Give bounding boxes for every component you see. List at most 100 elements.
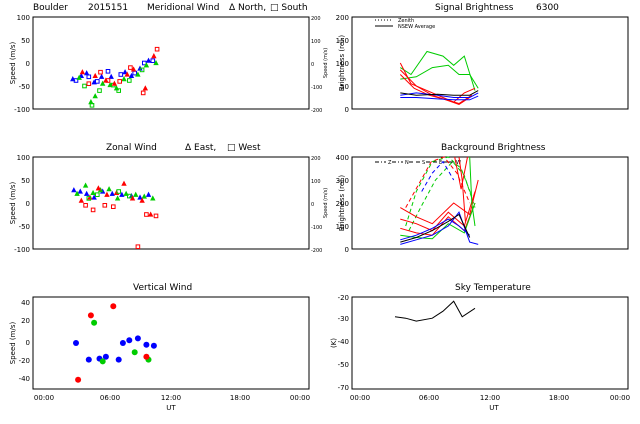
meridional-wind-point	[86, 74, 92, 80]
y-tick: 100	[17, 14, 30, 22]
zonal-wind-point	[109, 190, 115, 196]
meridional-wind-point	[108, 73, 114, 79]
y-tick: -50	[19, 223, 30, 231]
meridional-wind-point	[151, 53, 157, 59]
x-tick: 06:00	[419, 394, 439, 402]
vertical-wind-point	[150, 342, 157, 349]
right-y-tick: 100	[311, 179, 321, 185]
meridional-wind-point	[135, 71, 141, 77]
zonal-title: Zonal Wind	[106, 143, 157, 153]
zonal-wind-point	[74, 190, 80, 196]
background-brightness-line-red-5	[454, 156, 468, 190]
y-tick: 0	[345, 246, 349, 254]
zonal-wind-point	[78, 197, 85, 203]
background-brightness-line-blue-dash-1	[421, 160, 455, 192]
zonal-y-label: Speed (m/s)	[9, 182, 17, 225]
zonal-wind-point	[153, 213, 159, 219]
zonal-wind-point	[86, 196, 92, 201]
right-y-tick: -100	[311, 85, 322, 91]
x-tick: 18:00	[230, 394, 250, 402]
meridional-wind-point	[76, 74, 82, 80]
background-brightness-line-red-1	[400, 191, 476, 232]
y-tick: 40	[21, 299, 30, 307]
y-tick: -70	[338, 384, 349, 392]
signal-brightness-6300-line-blue-2	[400, 95, 479, 101]
vertical-y-label: Speed (m/s)	[9, 322, 17, 365]
right-y-tick: 0	[311, 62, 314, 68]
meridional-wind-point	[117, 79, 123, 84]
zonal-wind-point	[135, 244, 141, 249]
zonal-wind-point	[137, 194, 143, 200]
signal-brightness-6300-line-red-1	[399, 62, 476, 103]
right-y-tick: -200	[311, 248, 322, 254]
meridional-wind-point	[111, 80, 118, 86]
zonal-wind-point	[90, 189, 96, 195]
zonal-wind-point	[95, 185, 102, 191]
background-brightness-line-green-dash-2	[408, 160, 476, 231]
wavelength-label: 6300	[536, 3, 559, 13]
meridional-wind-point	[142, 85, 149, 91]
background-y-label: Brightness (rel.)	[338, 175, 346, 231]
date-label: 2015151	[88, 3, 128, 13]
meridional-wind-point	[92, 72, 98, 78]
bg-legend-label: N	[405, 160, 409, 166]
south-marker-label: □ South	[270, 3, 308, 13]
signal-brightness-6300-line-black	[400, 90, 479, 96]
west-marker-label: □ West	[227, 143, 261, 153]
zonal-wind-point	[114, 195, 121, 201]
meridional-wind-point	[98, 73, 105, 79]
right-y-tick: -100	[311, 225, 322, 231]
zonal-wind-point	[133, 191, 139, 197]
y-tick: 0	[26, 200, 30, 208]
y-tick: -30	[338, 315, 349, 323]
meridional-title: Meridional Wind	[147, 3, 219, 13]
meridional-wind-point	[99, 80, 106, 86]
vertical-wind-point	[99, 358, 106, 365]
vertical-wind-point	[73, 340, 79, 346]
zonal-wind-point	[111, 204, 116, 209]
signal-brightness-6300-line-red-2	[399, 69, 470, 105]
meridional-wind-point	[86, 81, 92, 87]
y-tick: 100	[17, 154, 30, 162]
vertical-wind-point	[115, 356, 122, 363]
vertical-wind-point	[119, 340, 126, 346]
y-tick: 150	[336, 37, 349, 45]
y-tick: -100	[14, 246, 30, 254]
signal-brightness-6300-line-green-2	[400, 64, 479, 89]
y-tick: -40	[19, 375, 30, 383]
zonal-wind-point	[106, 186, 112, 192]
meridional-wind-point	[83, 70, 90, 76]
zonal-wind-point	[119, 191, 125, 197]
y-tick: 200	[336, 14, 349, 22]
vertical-wind-point	[143, 341, 150, 348]
zonal-wind-point	[104, 191, 110, 197]
right-y-tick: 200	[311, 16, 321, 22]
signal-plot-frame	[351, 16, 629, 110]
x-tick: 06:00	[100, 394, 120, 402]
y-tick: 50	[21, 37, 30, 45]
y-tick: 300	[336, 177, 349, 185]
legend-zenith: Zenith	[398, 18, 414, 24]
meridional-wind-point	[124, 71, 130, 77]
meridional-wind-point	[89, 103, 95, 108]
meridional-right-label: Speed (m/s)	[323, 48, 329, 78]
x-tick: 00:00	[290, 394, 310, 402]
zonal-wind-point	[77, 188, 83, 194]
meridional-wind-point	[143, 62, 150, 68]
zonal-wind-point	[82, 182, 89, 188]
zonal-wind-point	[90, 207, 96, 213]
vertical-wind-point	[87, 312, 94, 319]
background-brightness-line-red-3	[400, 179, 479, 225]
bg-legend-label: Z	[388, 160, 392, 166]
meridional-wind-point	[121, 76, 127, 82]
vertical-wind-point	[126, 337, 133, 344]
right-y-tick: 0	[311, 202, 314, 208]
right-y-tick: 200	[311, 156, 321, 162]
background-plot-frame	[351, 156, 629, 250]
sky-title: Sky Temperature	[455, 283, 531, 293]
y-tick: -50	[338, 361, 349, 369]
meridional-wind-point	[150, 58, 156, 64]
data-marks	[70, 46, 479, 383]
